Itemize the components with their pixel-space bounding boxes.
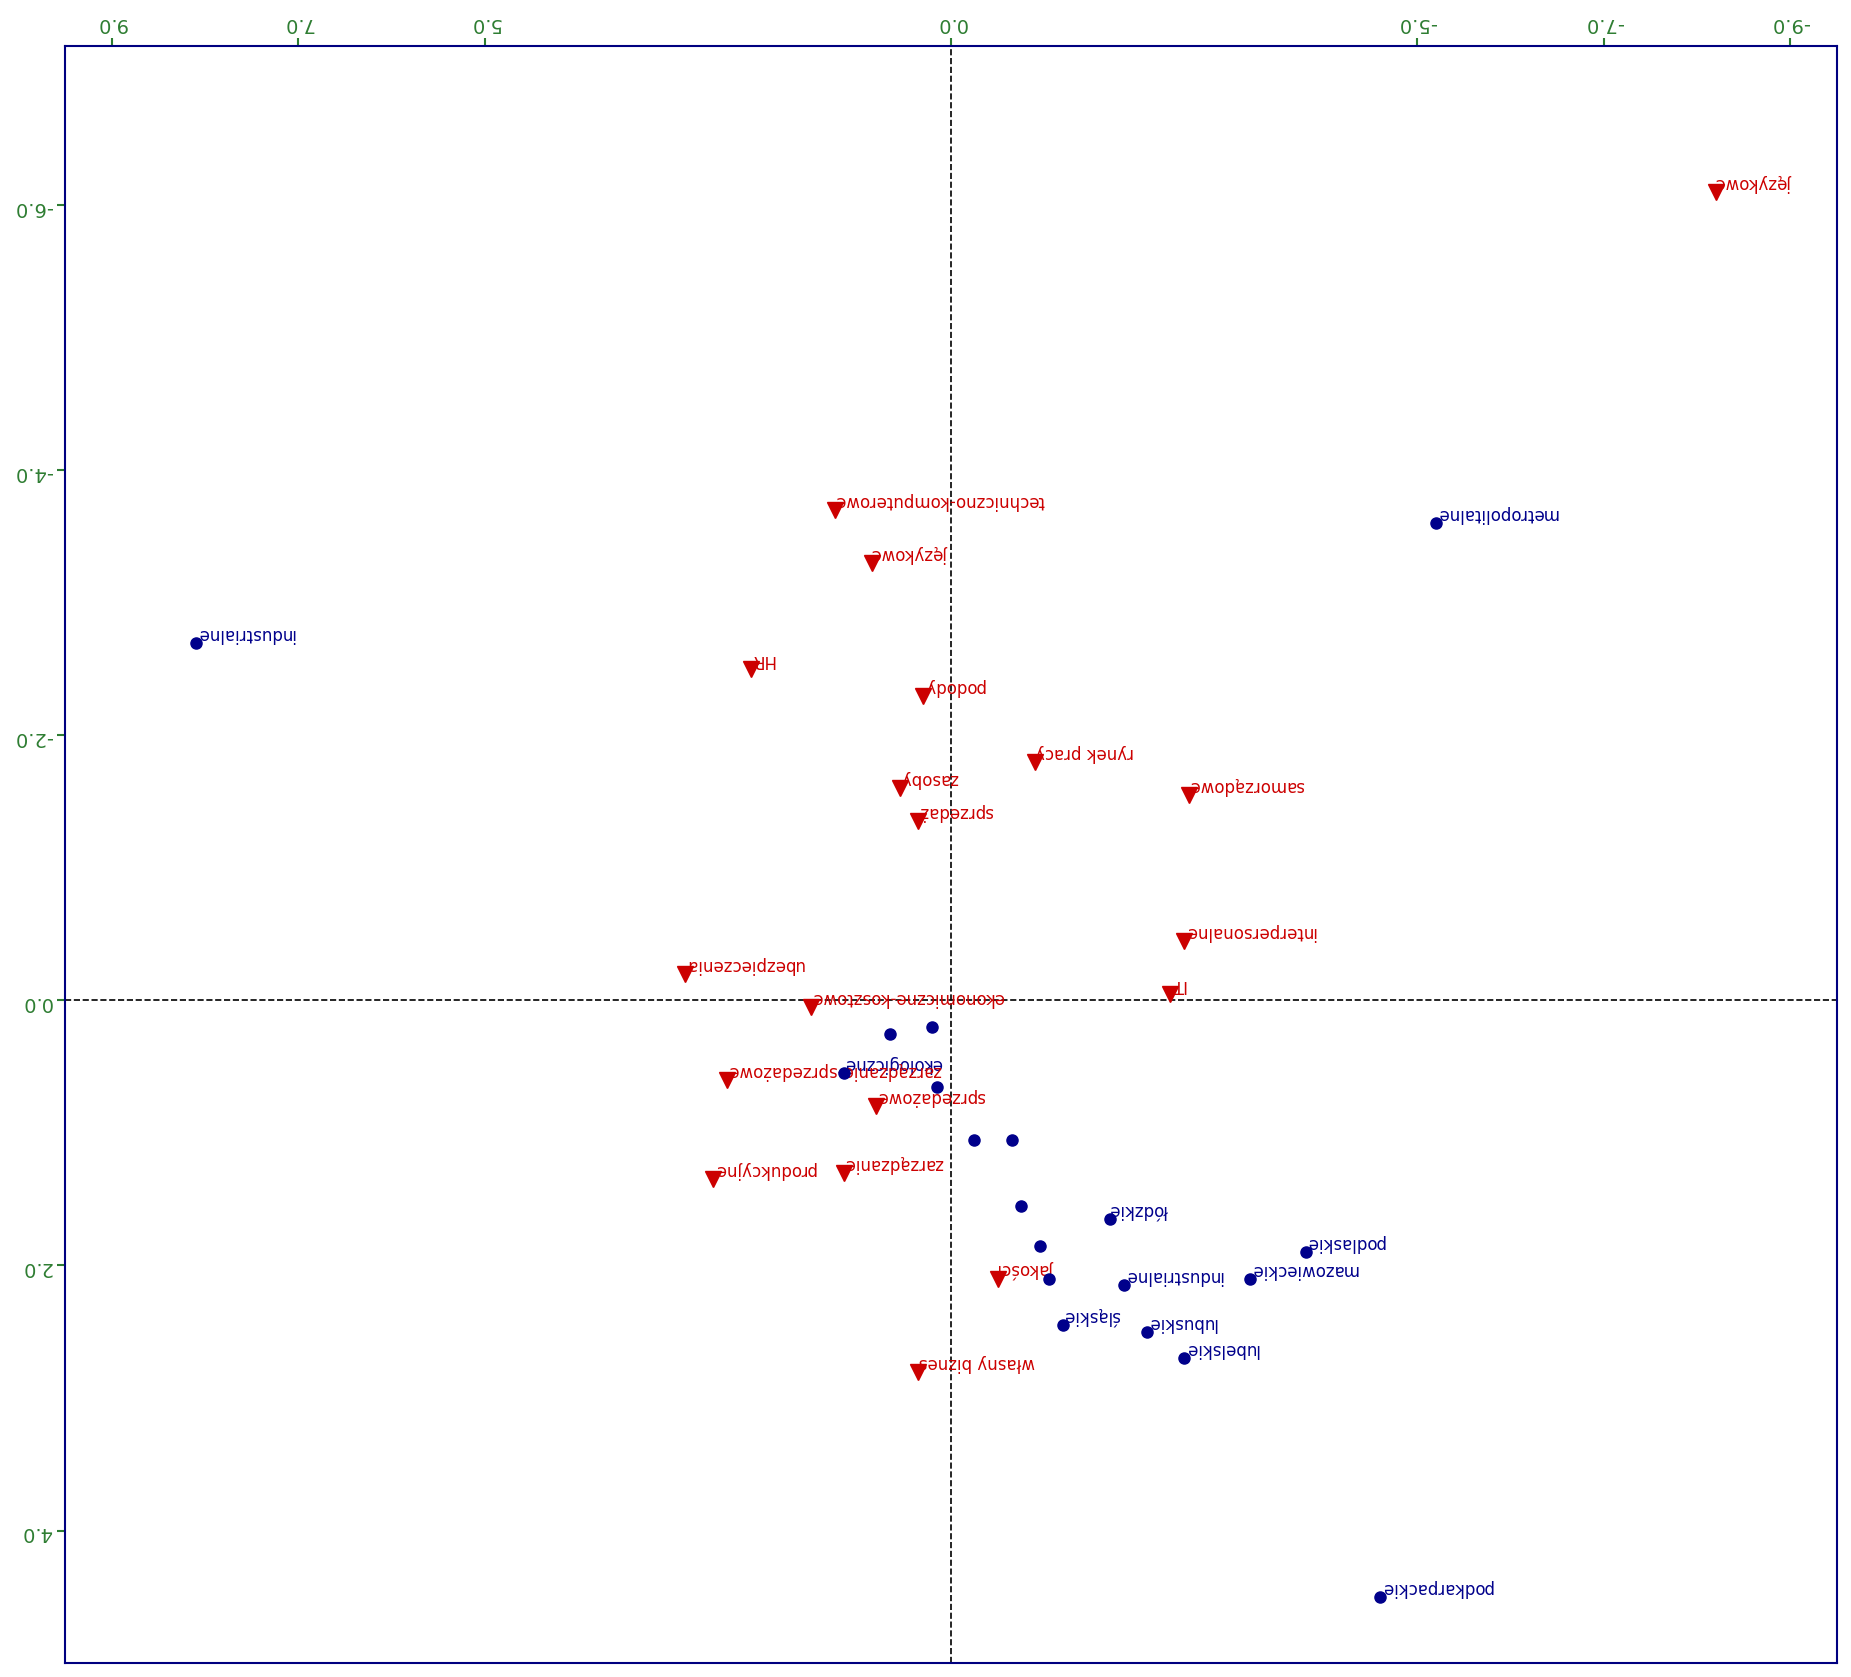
Text: zarządzanie-sprzedażowe: zarządzanie-sprzedażowe <box>727 1062 940 1080</box>
Text: rynek pracy: rynek pracy <box>1035 745 1135 761</box>
Text: językowe: językowe <box>1716 174 1792 191</box>
Text: sprzedażowe: sprzedażowe <box>877 1088 985 1107</box>
Text: lubelskie: lubelskie <box>1185 1340 1259 1358</box>
Text: industrialne: industrialne <box>1124 1268 1222 1285</box>
Text: lubuskie: lubuskie <box>1148 1313 1216 1332</box>
Text: zarządzanie: zarządzanie <box>844 1155 944 1172</box>
Text: podlaskie: podlaskie <box>1305 1234 1385 1253</box>
Text: łódzkie: łódzkie <box>1109 1201 1168 1219</box>
Text: śląskie: śląskie <box>1062 1306 1120 1325</box>
Text: HR: HR <box>750 651 776 669</box>
Text: interpersonalne: interpersonalne <box>1185 922 1316 941</box>
Text: zasoby: zasoby <box>900 770 959 788</box>
Text: językowe: językowe <box>872 545 948 563</box>
Text: podkarpackie: podkarpackie <box>1381 1578 1492 1597</box>
Text: ubezpieczenia: ubezpieczenia <box>685 956 803 974</box>
Text: produkcyjne: produkcyjne <box>713 1162 816 1179</box>
Text: ekonomiczne-kosztowe: ekonomiczne-kosztowe <box>811 989 1003 1006</box>
Text: IT: IT <box>1170 976 1185 994</box>
Text: sprzedaż: sprzedaż <box>918 803 992 822</box>
Text: mazowieckie: mazowieckie <box>1249 1261 1357 1280</box>
Text: industrialne: industrialne <box>196 624 294 642</box>
Text: techniczno-komputerowe: techniczno-komputerowe <box>835 491 1044 510</box>
Text: samorządowe: samorządowe <box>1188 776 1305 795</box>
Text: jakości: jakości <box>998 1259 1055 1280</box>
Text: metropolitalne: metropolitalne <box>1436 505 1557 523</box>
Text: podody: podody <box>924 678 985 696</box>
Text: ekologiczne: ekologiczne <box>844 1055 942 1073</box>
Text: własny biznes: własny biznes <box>918 1353 1035 1372</box>
